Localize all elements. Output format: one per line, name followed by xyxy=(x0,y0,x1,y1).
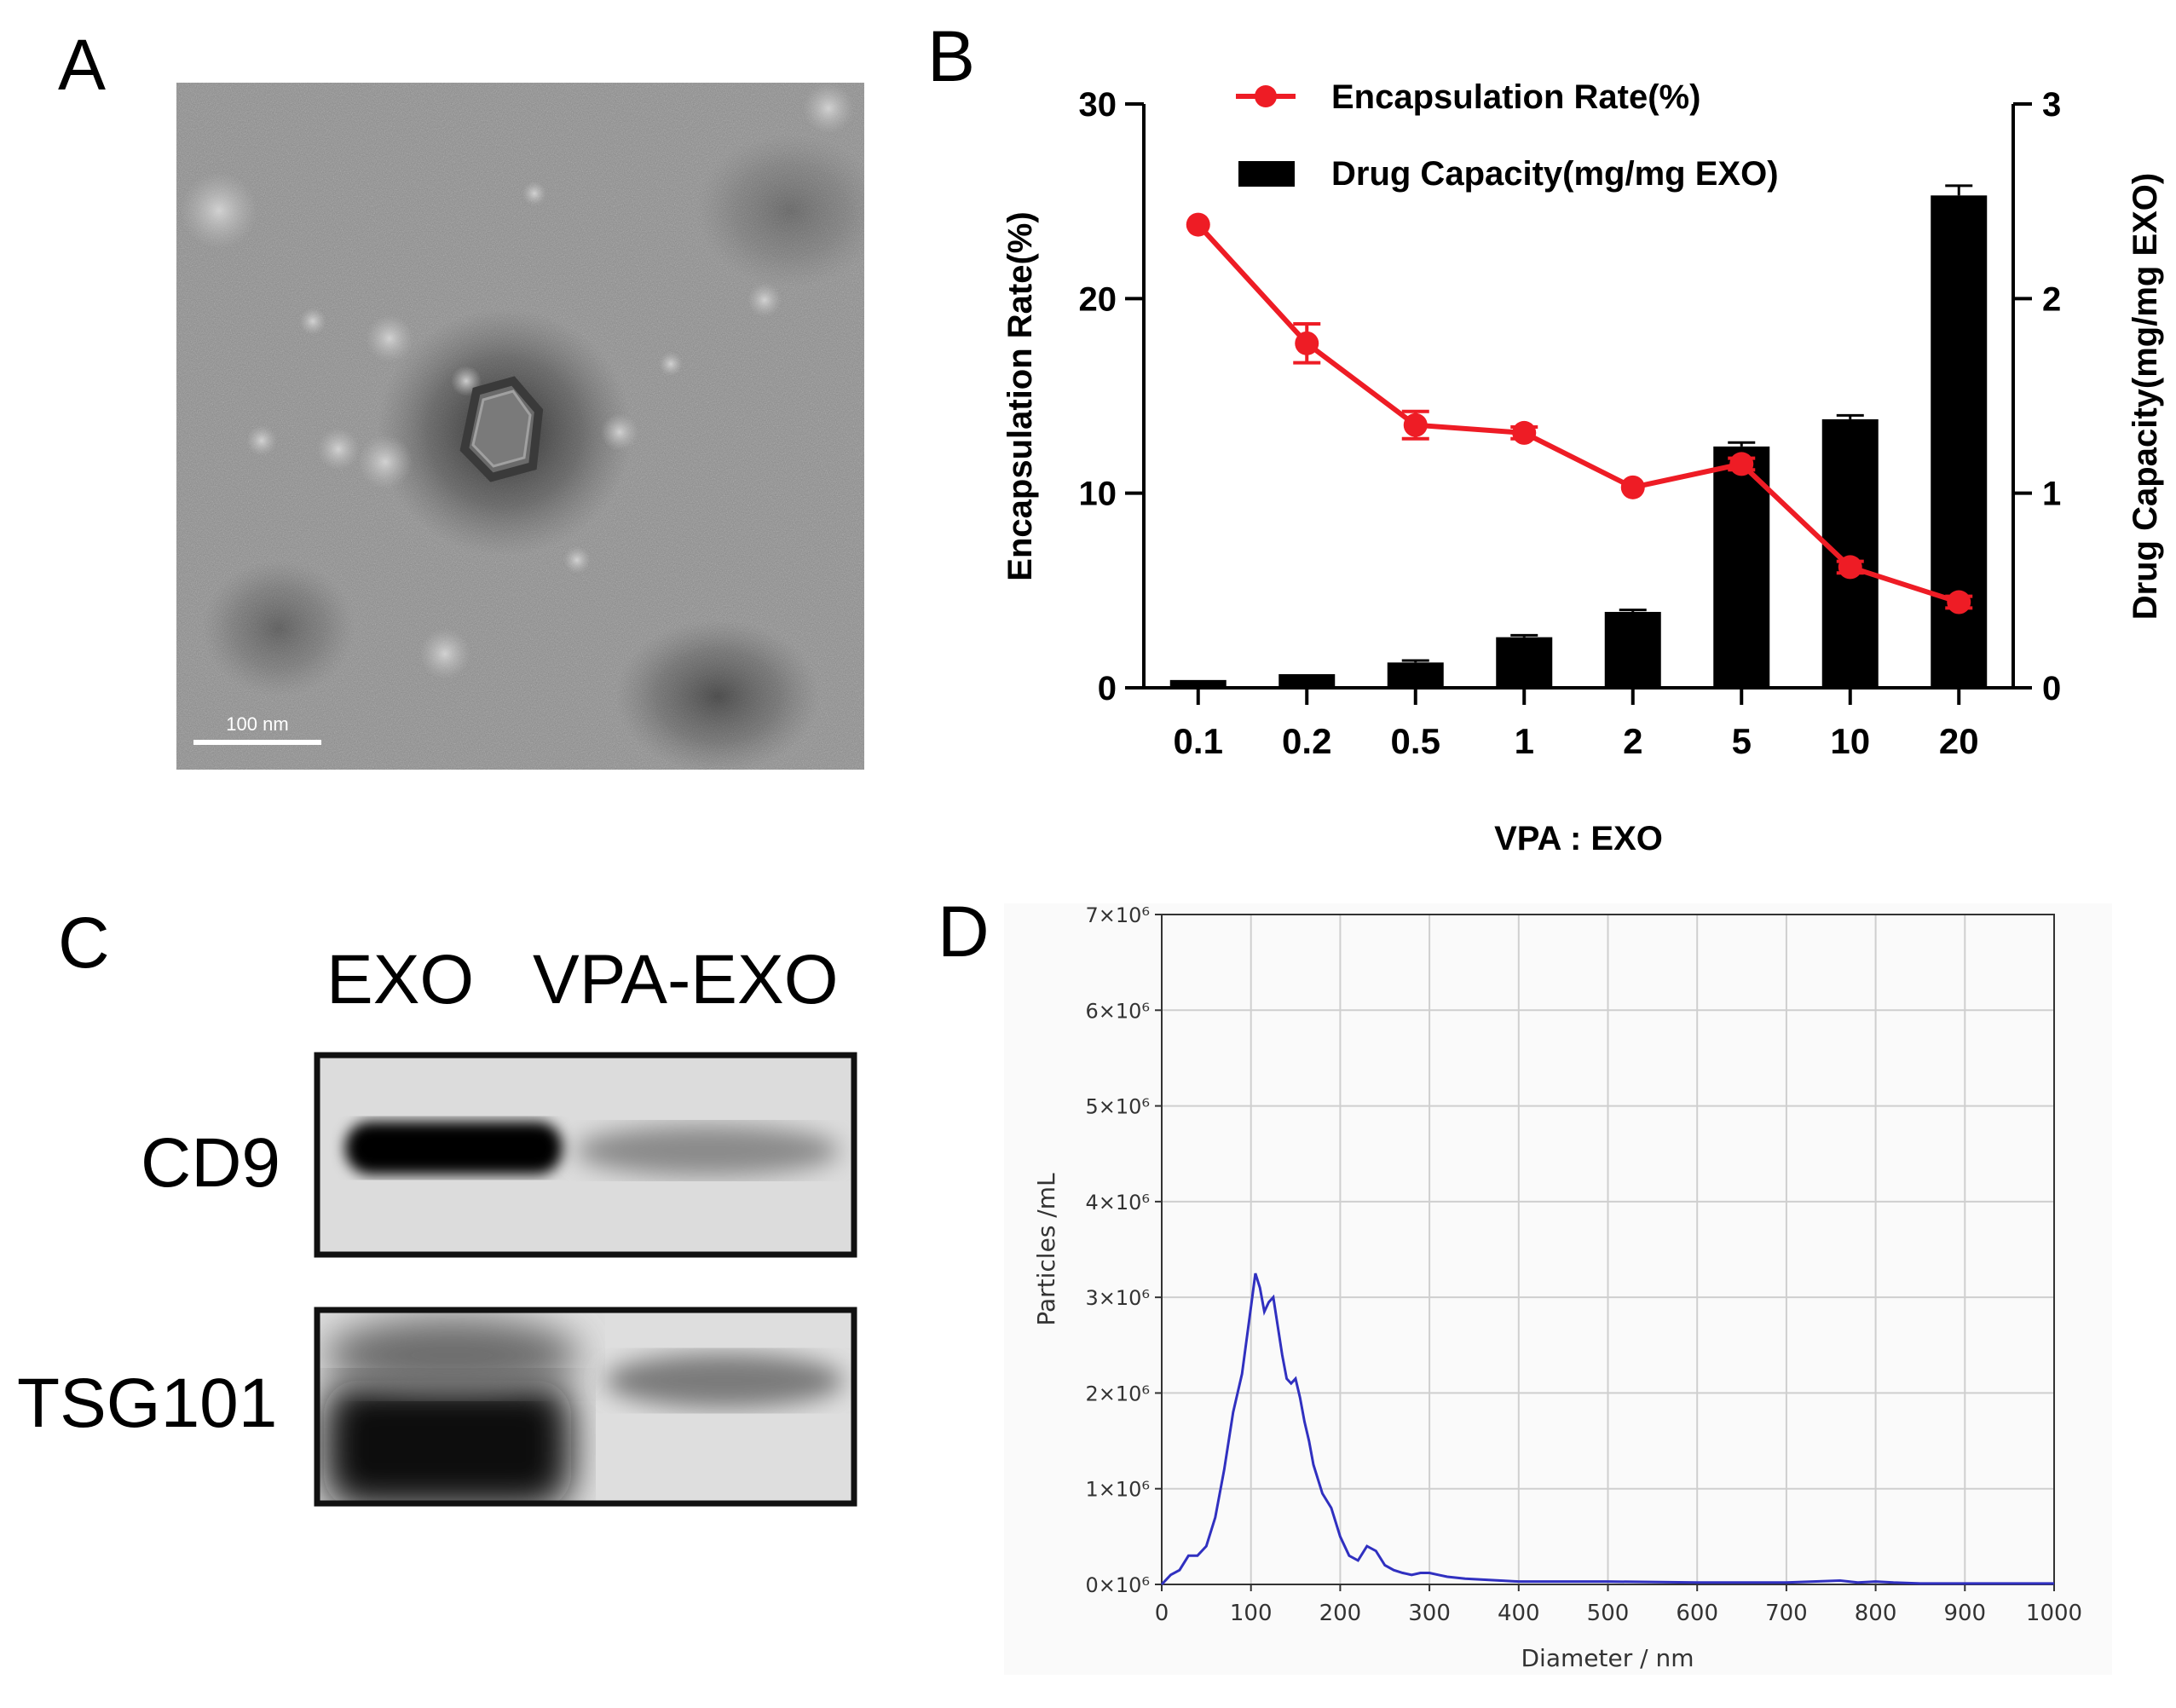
tem-texture: 100 nm xyxy=(176,83,864,770)
panel-letter-c: C xyxy=(58,903,110,983)
chart-b-xtick-label: 0.1 xyxy=(1174,721,1223,761)
chart-b-ytick-label: 0 xyxy=(1098,670,1117,707)
tem-micrograph: 100 nm xyxy=(176,83,864,770)
chart-d-xtick-label: 600 xyxy=(1676,1601,1718,1626)
chart-b-xtick-label: 10 xyxy=(1830,721,1870,761)
chart-d-ytick-label: 0×10⁶ xyxy=(1085,1573,1150,1597)
chart-b-line-point xyxy=(1186,212,1210,237)
chart-d-xtick-label: 900 xyxy=(1943,1601,1986,1626)
band-tsg101-vpa-exo xyxy=(605,1353,844,1408)
chart-b-ytick-label: 20 xyxy=(1079,280,1117,318)
blot-protein-cd9: CD9 xyxy=(141,1124,281,1202)
chart-b-y2tick-label: 1 xyxy=(2042,476,2061,513)
chart-b-xtick-label: 0.5 xyxy=(1391,721,1440,761)
panel-letter-b: B xyxy=(927,16,976,96)
chart-d-frame xyxy=(1161,914,2055,1585)
chart-b-legend: Encapsulation Rate(%) Drug Capacity(mg/m… xyxy=(1236,78,1779,193)
panel-letter-a: A xyxy=(58,25,107,105)
chart-b: 0 10 20 30 0 1 2 3 0.1 0.2 0.5 1 2 5 10 20 Encapsulatio… xyxy=(1001,78,2164,852)
chart-b-ytick-label: 10 xyxy=(1079,476,1117,513)
chart-d-ytick-label: 6×10⁶ xyxy=(1085,999,1150,1023)
chart-d-xtick-label: 700 xyxy=(1765,1601,1808,1626)
chart-d-ytick-label: 7×10⁶ xyxy=(1085,903,1150,927)
legend-dot-swatch xyxy=(1255,85,1277,107)
chart-b-line-point xyxy=(1620,475,1645,499)
chart-b-xtick-label: 0.2 xyxy=(1282,721,1331,761)
chart-b-line-point xyxy=(1512,420,1537,445)
blot-lane-exo: EXO xyxy=(326,941,475,1018)
chart-b-line xyxy=(1196,222,1960,605)
chart-d-ytick-label: 3×10⁶ xyxy=(1085,1286,1150,1310)
chart-d-ytick-label: 5×10⁶ xyxy=(1085,1095,1150,1119)
chart-b-xlabel: VPA : EXO xyxy=(1494,820,1663,852)
panel-letter-d: D xyxy=(938,892,990,972)
chart-b-y2tick-label: 2 xyxy=(2042,280,2061,318)
chart-d-ytick-label: 2×10⁶ xyxy=(1085,1382,1150,1405)
chart-b-bar xyxy=(1278,674,1336,688)
chart-b-xtick-label: 20 xyxy=(1939,721,1979,761)
chart-b-xtick-label: 1 xyxy=(1515,721,1534,761)
chart-b-xtick-label: 2 xyxy=(1623,721,1642,761)
chart-d-xtick-label: 100 xyxy=(1230,1601,1273,1626)
chart-b-bar xyxy=(1387,662,1444,688)
chart-d-xtick-label: 800 xyxy=(1855,1601,1897,1626)
chart-d-ytick-label: 4×10⁶ xyxy=(1085,1191,1150,1215)
chart-b-bar xyxy=(1496,637,1553,688)
legend-bar-swatch xyxy=(1238,161,1295,187)
band-tsg101-exo xyxy=(324,1381,571,1503)
chart-d-xtick-label: 1000 xyxy=(2026,1601,2082,1626)
chart-d-xtick-label: 400 xyxy=(1498,1601,1540,1626)
chart-d-distribution-line xyxy=(1160,1272,2054,1586)
chart-b-bar xyxy=(1604,611,1661,688)
blot-membrane-cd9 xyxy=(314,1052,857,1258)
chart-b-y2label: Drug Capacity(mg/mg EXO) xyxy=(2127,173,2164,620)
chart-d-ylabel: Particles /mL xyxy=(1032,1173,1060,1326)
chart-d-background xyxy=(1004,903,2112,1675)
chart-b-line-point xyxy=(1403,413,1428,437)
chart-d-ytick-label: 1×10⁶ xyxy=(1085,1478,1150,1502)
chart-b-ylabel: Encapsulation Rate(%) xyxy=(1001,211,1039,580)
chart-b-xtick-label: 5 xyxy=(1732,721,1752,761)
blot-membrane-tsg101 xyxy=(314,1307,857,1507)
chart-b-line-point xyxy=(1838,555,1862,580)
chart-d-xtick-label: 500 xyxy=(1587,1601,1630,1626)
chart-b-y2tick-label: 3 xyxy=(2042,86,2061,124)
chart-b-bar xyxy=(1169,679,1227,688)
chart-d-xtick-label: 0 xyxy=(1155,1601,1169,1626)
blot-protein-tsg101: TSG101 xyxy=(17,1365,278,1442)
legend-encapsulation-label: Encapsulation Rate(%) xyxy=(1331,78,1700,116)
exosome-vesicle xyxy=(459,376,544,482)
scale-bar-label: 100 nm xyxy=(226,713,288,735)
chart-d-xtick-label: 200 xyxy=(1319,1601,1362,1626)
chart-b-y2tick-label: 0 xyxy=(2042,670,2061,707)
chart-d-xlabel: Diameter / nm xyxy=(1521,1644,1694,1672)
chart-d-xtick-label: 300 xyxy=(1408,1601,1451,1626)
blot-lane-vpa-exo: VPA-EXO xyxy=(533,941,839,1018)
chart-b-ytick-label: 30 xyxy=(1079,86,1117,124)
chart-b-line-point xyxy=(1729,452,1754,476)
chart-b-bar xyxy=(1713,446,1770,688)
chart-b-bar xyxy=(1821,418,1879,688)
legend-capacity-label: Drug Capacity(mg/mg EXO) xyxy=(1331,155,1779,193)
chart-b-line-point xyxy=(1947,590,1971,615)
band-cd9-vpa-exo xyxy=(575,1125,840,1176)
chart-b-line-point xyxy=(1295,331,1319,355)
band-cd9-exo xyxy=(345,1122,563,1174)
